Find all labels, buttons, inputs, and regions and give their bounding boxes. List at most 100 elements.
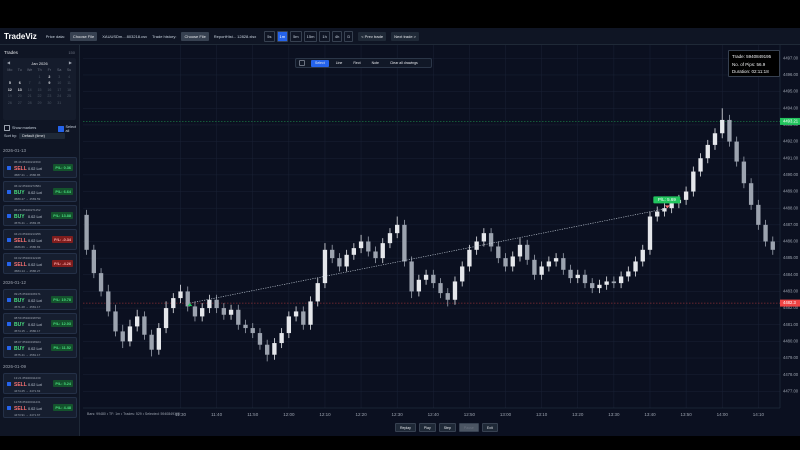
checkbox[interactable] xyxy=(58,126,64,132)
candle-body xyxy=(135,316,140,327)
calendar-day[interactable]: 1 xyxy=(38,74,41,79)
calendar-day[interactable]: 6 xyxy=(18,81,21,85)
trade-card[interactable]: 08:07 #5940198924 BUY 0.02 Lot 4575.41 → 45… xyxy=(3,337,77,358)
calendar-day[interactable]: 13 xyxy=(17,87,22,92)
tool-button[interactable]: Rect xyxy=(349,60,364,67)
calendar-day[interactable]: 2 xyxy=(48,74,51,79)
calendar-day[interactable]: 17 xyxy=(57,87,62,92)
trade-card[interactable]: 08:59 #5940198790 BUY 0.02 Lot 4574.15 → 45… xyxy=(3,313,77,334)
playback-button[interactable]: Play xyxy=(418,423,436,432)
calendar-day[interactable]: 19 xyxy=(7,94,12,98)
trade-card[interactable]: 09:25 #5940168171 BUY 0.02 Lot 4571.28 → 45… xyxy=(3,289,77,310)
calendar-day[interactable]: 29 xyxy=(37,100,42,105)
candle-body xyxy=(257,333,263,345)
calendar-day[interactable]: 23 xyxy=(47,94,52,98)
playback-button[interactable]: Step xyxy=(438,423,456,432)
calendar-day[interactable]: 14 xyxy=(27,87,32,92)
select-all[interactable]: Select all xyxy=(58,125,79,133)
timeframe-button[interactable]: 5s xyxy=(264,30,275,42)
y-tick-label: 4486.00 xyxy=(783,239,799,244)
timeframe-button[interactable]: 1h xyxy=(319,30,330,42)
trade-pl: P/L: 11.52 xyxy=(51,344,73,351)
timeframe-button[interactable]: 4h xyxy=(331,30,343,42)
calendar-day[interactable]: 5 xyxy=(8,81,11,85)
tool-button[interactable]: Note xyxy=(368,60,383,67)
next-trade[interactable]: Next trade > xyxy=(391,31,420,41)
timeframe-button[interactable]: 15m xyxy=(303,30,318,42)
x-tick-label: 12:20 xyxy=(355,412,367,417)
candle-body xyxy=(387,233,393,244)
timeframe-button[interactable]: 5m xyxy=(290,30,302,42)
trade-pl: P/L: -4.26 xyxy=(52,260,73,267)
candle-body xyxy=(467,249,472,267)
tool-button[interactable]: Select xyxy=(311,59,329,67)
calendar-day[interactable]: 12 xyxy=(7,87,12,92)
trade-checkbox[interactable] xyxy=(7,298,11,302)
trade-card[interactable]: 12:58 #5940011231 SELL 0.02 Lot 4473.91 → 4… xyxy=(3,397,77,418)
prev-trade[interactable]: < Prev trade xyxy=(358,31,387,41)
trade-checkbox[interactable] xyxy=(7,322,11,326)
calendar-day[interactable]: 7 xyxy=(28,81,31,85)
trade-file-button[interactable]: Choose File xyxy=(181,31,209,41)
tool-button[interactable]: Line xyxy=(332,60,347,67)
trade-checkbox[interactable] xyxy=(7,262,11,266)
app: TradeViz Price data: Choose File XAUUSDm… xyxy=(0,28,800,436)
calendar-day[interactable]: 22 xyxy=(37,94,42,98)
timeframe-button[interactable]: 1m xyxy=(276,30,289,42)
trade-side: BUY xyxy=(14,213,25,220)
trade-checkbox[interactable] xyxy=(7,382,11,386)
calendar-day[interactable]: 21 xyxy=(27,94,32,98)
calendar-day[interactable]: 28 xyxy=(27,100,32,105)
calendar-day[interactable]: 8 xyxy=(38,81,41,85)
candle-body xyxy=(756,204,761,225)
tool-button[interactable]: Clear all drawings xyxy=(386,60,422,67)
calendar-day[interactable]: 4 xyxy=(68,74,71,79)
calendar-day[interactable]: 11 xyxy=(67,81,71,85)
trade-checkbox[interactable] xyxy=(7,406,11,410)
trade-card[interactable]: 13:21 #5940011230 SELL 0.02 Lot 4474.25 → 4… xyxy=(3,373,77,394)
show-markers[interactable]: Show markers xyxy=(4,125,36,131)
trade-id: Trade: 5940849195 xyxy=(732,54,772,59)
calendar-day[interactable]: 9 xyxy=(48,81,51,85)
trade-meta: 09:25 #5940168171 xyxy=(14,292,41,296)
trade-card[interactable]: 04:24 #5940213256 SELL 0.02 Lot 4586.66 → 4… xyxy=(3,229,77,250)
calendar-day[interactable]: 26 xyxy=(7,100,12,105)
price-file-button[interactable]: Choose File xyxy=(69,31,98,41)
trade-checkbox[interactable] xyxy=(7,166,11,170)
calendar-day[interactable]: 30 xyxy=(47,100,52,105)
trade-checkbox[interactable] xyxy=(7,346,11,350)
calendar-day[interactable]: 24 xyxy=(57,94,62,98)
candle-body xyxy=(741,161,747,184)
x-tick-label: 11:50 xyxy=(247,412,258,417)
calendar-day[interactable]: 31 xyxy=(57,100,62,105)
calendar-day[interactable]: 3 xyxy=(58,74,61,79)
trade-checkbox[interactable] xyxy=(7,214,11,218)
playback-button[interactable]: Exit xyxy=(481,423,498,432)
trade-time: 05:26 xyxy=(14,208,22,212)
trade-checkbox[interactable] xyxy=(7,238,11,242)
trade-checkbox[interactable] xyxy=(7,190,11,194)
prev-month[interactable]: ◀ xyxy=(7,60,11,65)
candle-body xyxy=(120,331,125,342)
candle-body xyxy=(561,258,566,270)
next-month[interactable]: ▶ xyxy=(68,60,72,65)
trade-card[interactable]: 05:26 #5940271152 BUY 0.02 Lot 4576.41 → 45… xyxy=(3,205,77,226)
calendar-day[interactable]: 27 xyxy=(17,100,22,105)
calendar-day[interactable]: 16 xyxy=(47,87,52,92)
sort-select[interactable]: Default (time) xyxy=(19,133,66,139)
trade-card[interactable]: 04:02 #5940132248 SELL 0.02 Lot 4584.14 → 4… xyxy=(3,253,77,274)
trade-pl: P/L: 19.78 xyxy=(51,296,73,303)
timeframe-button[interactable]: D xyxy=(344,30,354,42)
y-tick-label: 4487.00 xyxy=(783,222,799,227)
trade-card[interactable]: 06:42 #5940273584 BUY 0.02 Lot 4580.27 → 45… xyxy=(3,181,77,202)
checkbox[interactable] xyxy=(4,125,10,131)
candle-body xyxy=(200,308,205,317)
calendar-day[interactable]: 25 xyxy=(67,94,72,98)
calendar-day[interactable]: 15 xyxy=(37,87,42,92)
calendar-day[interactable]: 18 xyxy=(67,87,72,92)
trade-card[interactable]: 05:46 #5940211590 SELL 0.02 Lot 4587.21 → 4… xyxy=(3,157,77,178)
playback-button[interactable]: Replay xyxy=(395,423,416,432)
calendar-day[interactable]: 10 xyxy=(57,81,62,85)
calendar-day[interactable]: 20 xyxy=(17,94,22,98)
pl-badge xyxy=(653,196,681,204)
